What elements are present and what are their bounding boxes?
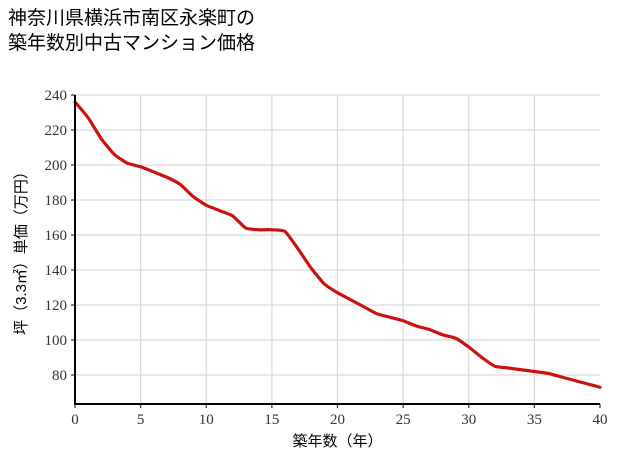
x-tick-label: 15 bbox=[264, 412, 279, 428]
x-axis-ticks: 0 5 10 15 20 25 30 35 40 bbox=[71, 404, 608, 428]
y-axis-ticks: 80 100 120 140 160 180 200 220 240 bbox=[45, 88, 75, 384]
x-tick-label: 25 bbox=[396, 412, 411, 428]
x-axis-title: 築年数（年） bbox=[292, 432, 382, 450]
x-tick-label: 0 bbox=[71, 412, 79, 428]
y-tick-label: 240 bbox=[45, 88, 68, 104]
y-tick-label: 140 bbox=[45, 263, 68, 279]
y-tick-label: 80 bbox=[52, 368, 67, 384]
x-tick-label: 20 bbox=[330, 412, 345, 428]
y-tick-label: 180 bbox=[45, 193, 68, 209]
y-tick-label: 220 bbox=[45, 123, 68, 139]
x-tick-label: 40 bbox=[593, 412, 608, 428]
y-tick-label: 160 bbox=[45, 228, 68, 244]
page-title: 神奈川県横浜市南区永楽町の 築年数別中古マンション価格 bbox=[8, 8, 256, 54]
gridlines bbox=[75, 94, 600, 404]
y-tick-label: 100 bbox=[45, 333, 68, 349]
y-tick-label: 120 bbox=[45, 298, 68, 314]
y-tick-label: 200 bbox=[45, 158, 68, 174]
data-line-series bbox=[73, 100, 602, 389]
x-tick-label: 35 bbox=[527, 412, 542, 428]
x-tick-label: 30 bbox=[461, 412, 476, 428]
x-tick-label: 10 bbox=[199, 412, 214, 428]
y-axis-title: 坪（3.3㎡）単価（万円） bbox=[13, 164, 30, 335]
x-tick-label: 5 bbox=[137, 412, 145, 428]
